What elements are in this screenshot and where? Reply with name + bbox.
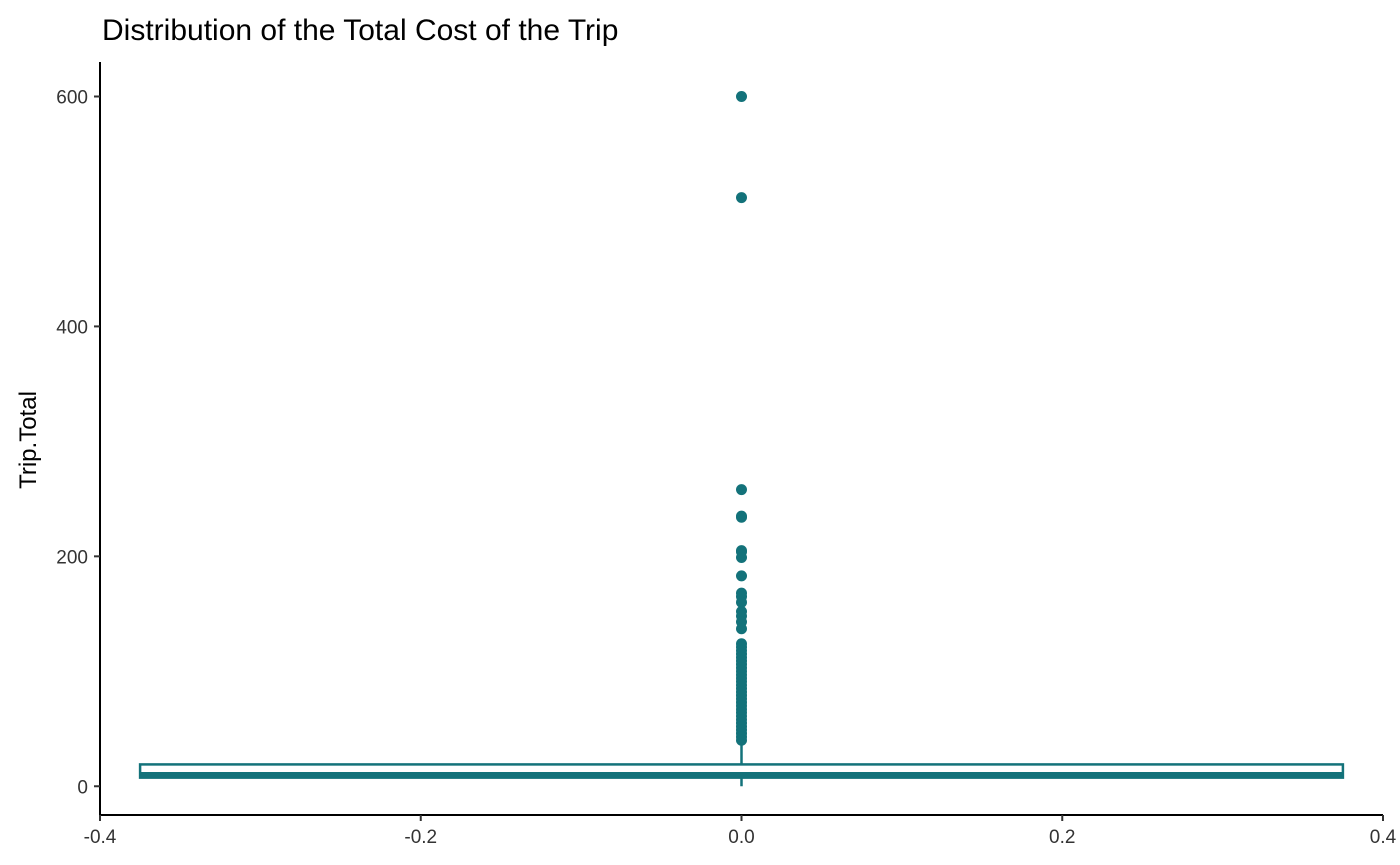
y-ticks: 0 200 400 600	[56, 87, 100, 798]
x-tick-label: 0.2	[1049, 827, 1075, 848]
outlier-point	[736, 570, 747, 582]
y-tick-label: 200	[56, 547, 88, 568]
outlier-point	[736, 551, 747, 563]
y-tick-label: 0	[77, 777, 88, 798]
outlier-point	[736, 511, 747, 523]
y-tick-label: 400	[56, 317, 88, 338]
outlier-point	[736, 596, 747, 608]
x-ticks: -0.4 -0.2 0.0 0.2 0.4	[84, 815, 1397, 848]
outlier-point	[736, 623, 747, 635]
y-axis-label: Trip.Total	[15, 391, 42, 489]
outlier-point	[736, 192, 747, 204]
outlier-point	[736, 484, 747, 496]
plot-area	[138, 90, 1345, 787]
x-tick-label: -0.4	[84, 827, 117, 848]
x-tick-label: -0.2	[404, 827, 437, 848]
y-tick-label: 600	[56, 87, 88, 108]
outlier-point	[736, 90, 747, 102]
x-tick-label: 0.0	[728, 827, 754, 848]
outlier-point	[736, 734, 747, 746]
x-tick-label: 0.4	[1370, 827, 1397, 848]
chart-title: Distribution of the Total Cost of the Tr…	[102, 14, 618, 47]
